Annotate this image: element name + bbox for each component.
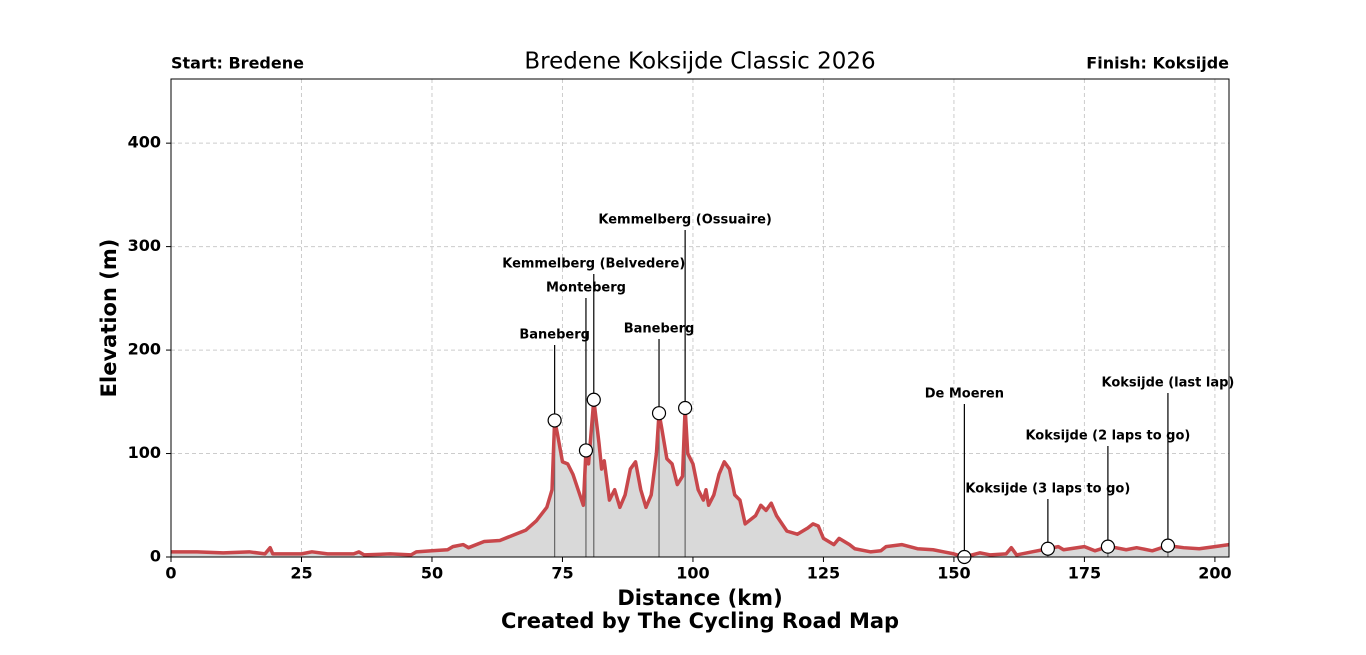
y-tick-label: 0 [150, 547, 161, 566]
start-label: Start: Bredene [171, 54, 304, 73]
annotation-label: Kemmelberg (Ossuaire) [598, 213, 772, 228]
climb-marker [1100, 539, 1116, 554]
climb-marker [651, 406, 667, 421]
x-tick-label: 25 [290, 564, 312, 583]
annotation-label: Koksijde (last lap) [1102, 376, 1235, 391]
x-tick-label: 175 [1068, 564, 1101, 583]
y-tick-label: 200 [128, 340, 161, 359]
climb-marker [1040, 541, 1055, 556]
climb-marker [547, 413, 562, 428]
x-tick-label: 150 [937, 564, 970, 583]
annotation-label: Kemmelberg (Belvedere) [502, 257, 685, 272]
plot-frame [170, 78, 1230, 558]
climb-marker [1160, 538, 1176, 553]
x-tick-label: 125 [807, 564, 840, 583]
x-tick-label: 75 [551, 564, 573, 583]
annotation-label: Koksijde (2 laps to go) [1025, 429, 1190, 444]
y-tick-label: 100 [128, 443, 161, 462]
y-axis-label: Elevation (m) [97, 239, 121, 398]
climb-marker [678, 400, 693, 416]
annotation-label: Koksijde (3 laps to go) [965, 482, 1130, 497]
annotation-label: Baneberg [519, 328, 590, 343]
climb-marker [586, 392, 601, 407]
finish-label: Finish: Koksijde [1086, 54, 1229, 73]
x-tick-label: 0 [165, 564, 176, 583]
x-axis-label: Distance (km) [617, 586, 782, 610]
x-tick-label: 100 [676, 564, 709, 583]
annotation-label: Baneberg [624, 322, 695, 337]
annotation-label: Monteberg [546, 281, 626, 296]
elevation-line [171, 397, 1230, 559]
chart-title: Bredene Koksijde Classic 2026 [524, 49, 875, 75]
credit: Created by The Cycling Road Map [501, 609, 899, 633]
x-tick-label: 50 [421, 564, 443, 583]
elevation-area [171, 399, 1229, 557]
y-tick-label: 400 [128, 133, 161, 152]
y-tick-label: 300 [128, 236, 161, 255]
climb-marker [578, 443, 594, 458]
annotation-label: De Moeren [925, 387, 1004, 402]
x-tick-label: 200 [1198, 564, 1231, 583]
